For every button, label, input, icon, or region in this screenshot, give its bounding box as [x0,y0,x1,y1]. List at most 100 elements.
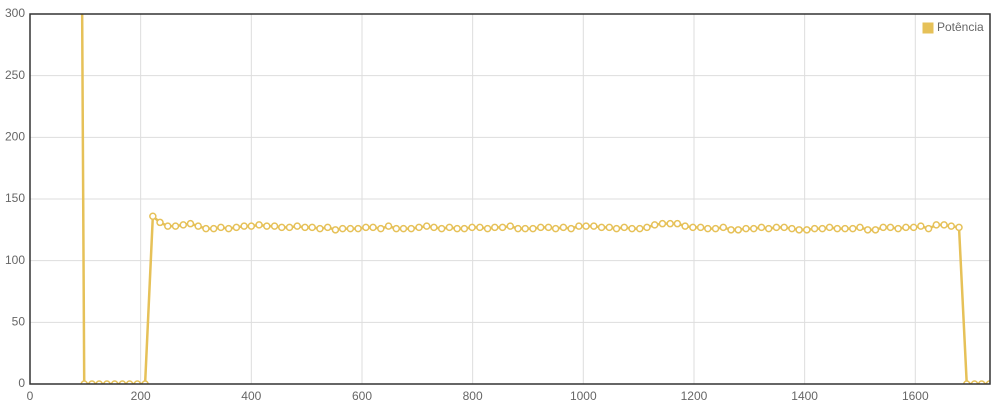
point [407,224,415,233]
point [308,223,316,232]
point [734,226,742,234]
point [384,222,393,230]
point [795,226,803,234]
point [955,223,963,232]
point [871,226,880,234]
point [666,219,674,228]
point [849,224,857,233]
point [369,223,377,232]
point [825,223,834,232]
point [202,224,210,233]
point [727,226,735,234]
point [636,224,644,233]
point [437,224,446,233]
point [559,223,568,232]
point [696,223,705,232]
point [764,224,773,233]
point [156,218,164,227]
point [506,222,515,230]
point [917,222,925,230]
point [498,223,507,232]
point [247,222,256,230]
point [453,224,461,233]
point [940,221,948,229]
point [863,226,872,234]
point [179,221,188,229]
point [597,223,606,232]
point [460,224,469,233]
y-tick-label: 100 [5,253,25,267]
point [232,223,241,232]
y-tick-label: 50 [12,315,26,329]
point [810,224,819,233]
point [643,223,651,232]
point [575,222,583,230]
point [551,224,560,233]
x-tick-label: 1400 [791,389,818,403]
point [803,226,811,234]
y-tick-label: 0 [18,376,25,390]
point [430,223,438,232]
point [301,223,309,232]
point [856,223,864,232]
point [346,224,355,233]
point [354,224,362,233]
y-tick-label: 300 [5,6,25,20]
x-tick-label: 0 [27,389,34,403]
point [879,223,887,232]
point [323,223,332,232]
point [612,224,621,233]
point [909,223,918,232]
point [316,224,324,233]
point [186,219,195,228]
grid [29,13,990,385]
point [567,224,575,233]
point [886,223,895,232]
point [240,222,248,230]
point [285,223,294,232]
point [476,223,484,232]
y-tick-label: 150 [5,191,25,205]
point [788,224,796,233]
line [80,14,990,384]
point [338,224,347,233]
point [399,224,408,233]
point [742,224,750,233]
point [605,223,614,232]
point [902,223,910,232]
point [164,222,172,230]
point [689,223,697,232]
point [445,223,454,232]
point [293,222,302,230]
point [582,222,590,230]
point [468,223,476,232]
x-tick-label: 400 [241,389,261,403]
point [841,224,849,233]
point [757,223,766,232]
point [392,224,401,233]
point [833,224,842,233]
point [171,222,180,230]
plot-frame [29,13,991,385]
point [149,212,157,221]
point [529,224,537,233]
point [924,224,933,233]
point [628,224,636,233]
labels: 0 50 100 150 200 250 300 0 200 400 600 800 1000 1200 1… [5,6,984,403]
point [590,222,598,230]
plot [80,14,990,384]
point [658,219,667,228]
point [544,223,553,232]
point [650,221,659,229]
point [362,223,370,232]
point [673,219,682,228]
y-tick-label: 200 [5,130,25,144]
point [719,223,728,232]
x-tick-label: 200 [131,389,151,403]
point [536,223,545,232]
point [780,223,788,232]
point [772,223,781,232]
point [263,222,271,230]
